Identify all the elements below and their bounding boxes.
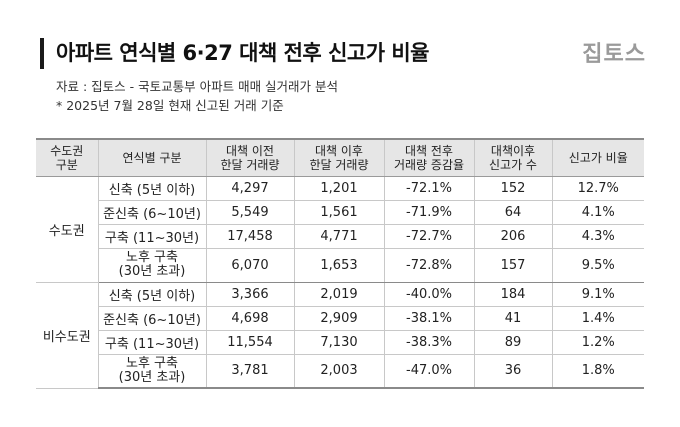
title-accent-bar [40,38,44,69]
age-cell: 신축 (5년 이하) [97,176,206,201]
change-cell: -72.8% [383,248,474,283]
change-cell: -71.9% [383,200,474,225]
header-ratio: 신고가 비율 [551,138,644,177]
age-line-2: (30년 초과) [118,264,186,279]
ratio-cell: 9.5% [551,248,644,283]
age-cell: 신축 (5년 이하) [97,282,206,307]
header-new-high-line-1: 대책이후 [490,143,536,158]
age-line-1: 노후 구축 [126,250,178,265]
note-text: * 2025년 7월 28일 현재 신고된 거래 기준 [56,98,284,113]
header-change: 대책 전후 거래량 증감율 [383,138,474,177]
after-cell: 7,130 [293,330,384,355]
header-age: 연식별 구분 [97,138,206,177]
age-cell: 노후 구축 (30년 초과) [97,354,206,389]
ratio-cell: 4.1% [551,200,644,225]
before-cell: 11,554 [205,330,294,355]
table-row: 수도권 신축 (5년 이하) 4,297 1,201 -72.1% 152 12… [36,176,644,283]
after-cell: 1,201 [293,176,384,201]
after-cell: 1,653 [293,248,384,283]
new-high-cell: 64 [473,200,552,225]
table-row: 구축 (11~30년) 11,554 7,130 -38.3% 89 1.2% [36,330,644,355]
header-after: 대책 이후 한달 거래량 [293,138,384,177]
header-ratio-line-1: 신고가 비율 [568,150,628,165]
age-cell: 노후 구축 (30년 초과) [97,248,206,283]
header-change-line-2: 거래량 증감율 [393,157,465,172]
before-cell: 5,549 [205,200,294,225]
ratio-cell: 1.8% [551,354,644,389]
age-cell: 준신축 (6~10년) [97,306,206,331]
change-cell: -40.0% [383,282,474,307]
header-new-high: 대책이후 신고가 수 [473,138,552,177]
change-cell: -38.1% [383,306,474,331]
table-header: 수도권 구분 연식별 구분 대책 이전 한달 거래량 대책 이후 한달 거래량 … [36,138,644,177]
header-before: 대책 이전 한달 거래량 [205,138,294,177]
header-region-line-2: 구분 [55,157,78,172]
region-cell: 비수도권 [36,282,98,389]
header-before-line-2: 한달 거래량 [220,157,280,172]
table-row: 노후 구축 (30년 초과) 3,781 2,003 -47.0% 36 1.8… [36,354,644,389]
ratio-cell: 12.7% [551,176,644,201]
table-row: 준신축 (6~10년) 5,549 1,561 -71.9% 64 4.1% [36,200,644,225]
age-cell: 구축 (11~30년) [97,330,206,355]
table-body: 수도권 신축 (5년 이하) 4,297 1,201 -72.1% 152 12… [36,176,644,389]
age-cell: 구축 (11~30년) [97,224,206,249]
header-region: 수도권 구분 [36,138,98,177]
before-cell: 4,698 [205,306,294,331]
after-cell: 4,771 [293,224,384,249]
before-cell: 6,070 [205,248,294,283]
age-line-1: 노후 구축 [126,355,178,371]
source-text: 자료 : 집토스 - 국토교통부 아파트 매매 실거래가 분석 [56,79,339,94]
new-high-cell: 184 [473,282,552,307]
table-row: 준신축 (6~10년) 4,698 2,909 -38.1% 41 1.4% [36,306,644,331]
before-cell: 4,297 [205,176,294,201]
header-after-line-1: 대책 이후 [315,143,363,158]
table-row: 비수도권 신축 (5년 이하) 3,366 2,019 -40.0% 184 9… [36,282,644,389]
after-cell: 2,003 [293,354,384,389]
age-line-2: (30년 초과) [118,369,186,385]
before-cell: 17,458 [205,224,294,249]
after-cell: 2,909 [293,306,384,331]
table-row: 구축 (11~30년) 17,458 4,771 -72.7% 206 4.3% [36,224,644,249]
header-age-line-1: 연식별 구분 [122,150,182,165]
header-row: 수도권 구분 연식별 구분 대책 이전 한달 거래량 대책 이후 한달 거래량 … [36,138,644,177]
before-cell: 3,366 [205,282,294,307]
after-cell: 2,019 [293,282,384,307]
new-high-cell: 157 [473,248,552,283]
ratio-cell: 9.1% [551,282,644,307]
brand-logo: 집토스 [582,42,646,67]
header-change-line-1: 대책 전후 [405,143,453,158]
header-after-line-2: 한달 거래량 [309,157,369,172]
ratio-cell: 1.4% [551,306,644,331]
data-table: 수도권 구분 연식별 구분 대책 이전 한달 거래량 대책 이후 한달 거래량 … [36,138,644,389]
page-title: 아파트 연식별 6·27 대책 전후 신고가 비율 [56,41,429,65]
header-new-high-line-2: 신고가 수 [489,157,537,172]
new-high-cell: 89 [473,330,552,355]
change-cell: -72.7% [383,224,474,249]
new-high-cell: 36 [473,354,552,389]
change-cell: -47.0% [383,354,474,389]
after-cell: 1,561 [293,200,384,225]
new-high-cell: 41 [473,306,552,331]
ratio-cell: 4.3% [551,224,644,249]
new-high-cell: 152 [473,176,552,201]
new-high-cell: 206 [473,224,552,249]
table-row: 노후 구축 (30년 초과) 6,070 1,653 -72.8% 157 9.… [36,248,644,283]
header-region-line-1: 수도권 [50,143,84,158]
ratio-cell: 1.2% [551,330,644,355]
before-cell: 3,781 [205,354,294,389]
change-cell: -72.1% [383,176,474,201]
change-cell: -38.3% [383,330,474,355]
age-cell: 준신축 (6~10년) [97,200,206,225]
region-cell: 수도권 [36,176,98,283]
header-before-line-1: 대책 이전 [226,143,274,158]
